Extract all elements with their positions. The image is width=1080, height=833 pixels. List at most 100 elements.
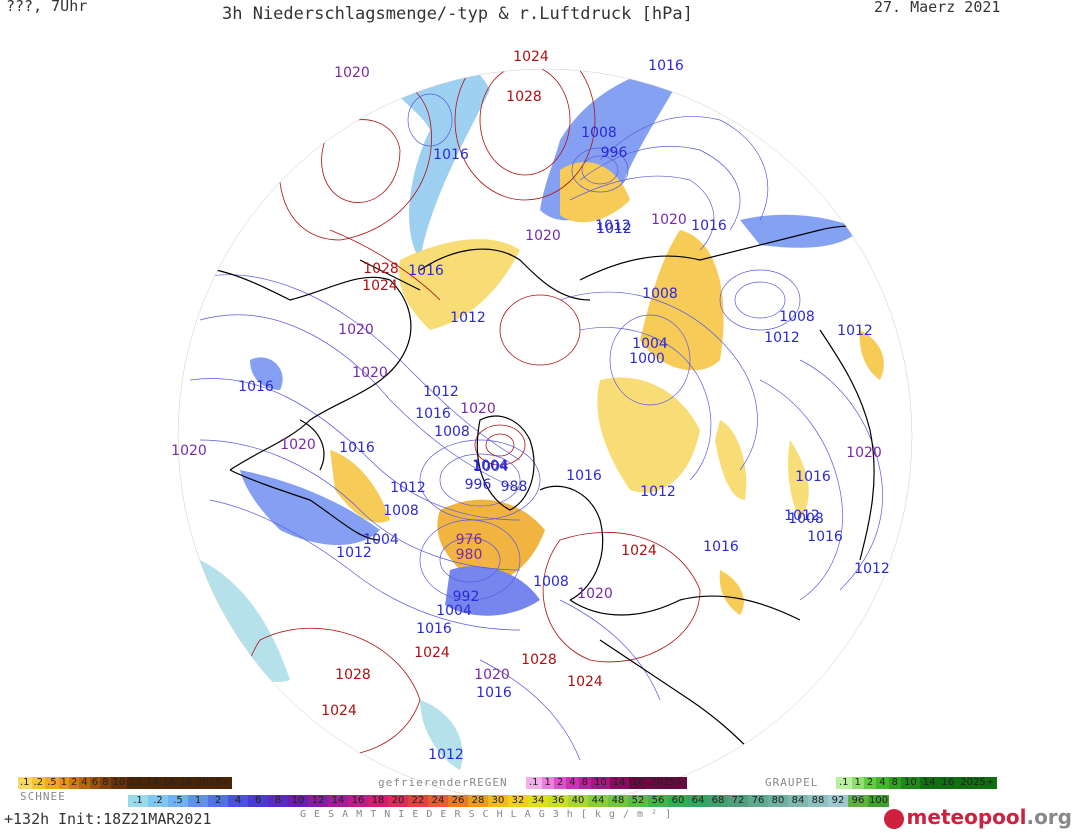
legend-snow-swatch: 18	[177, 777, 195, 789]
isobar-label: 1020	[474, 667, 510, 683]
isobar-label: 1012	[854, 561, 890, 577]
isobar-label: 1004	[363, 532, 399, 548]
isobar-label: 1016	[476, 685, 512, 701]
isobar-label: 1008	[383, 503, 419, 519]
isobar-label: 1016	[408, 263, 444, 279]
brand-name: meteopool	[906, 805, 1027, 829]
isobar-label: 1016	[339, 440, 375, 456]
legend-graupel-swatch: 8	[888, 777, 902, 789]
isobar-label: 1012	[450, 310, 486, 326]
legend-total-swatch: 32	[508, 795, 528, 807]
legend-graupel-swatch: 14	[919, 777, 939, 789]
isobar-labels: 1020102410281016101610089961020101210201…	[171, 49, 890, 763]
legend-snow-swatch: 2025+	[194, 777, 233, 789]
legend-total-swatch: 34	[528, 795, 548, 807]
isobar-label: 1008	[533, 574, 569, 590]
legend-total-swatch: 10	[288, 795, 308, 807]
legend-total-swatch: .1	[128, 795, 148, 807]
legend-snow-scale: .1.2.5 1 2 4 6 8 10 12 14 16 18 2025+	[18, 777, 233, 789]
legend-total-swatch: 26	[448, 795, 468, 807]
legend-snow-swatch: 1	[58, 777, 70, 789]
isobar-label: 1020	[651, 212, 687, 228]
legend-total-swatch: 24	[428, 795, 448, 807]
isobar-label: 1004	[473, 459, 509, 475]
legend-total-swatch: 14	[328, 795, 348, 807]
run-time-label: ???, 7Uhr	[6, 0, 88, 15]
isobar-label: 1012	[784, 508, 820, 524]
legend-total-swatch: 52	[628, 795, 648, 807]
legend-freezing-rain-scale: .1 1 2 4 8 10 14 16 2025+	[526, 777, 688, 789]
isobar-label: 1008	[581, 125, 617, 141]
isobar-label: 1016	[807, 529, 843, 545]
isobar-label: 1012	[595, 218, 631, 234]
legend-total-swatch: 76	[748, 795, 768, 807]
legend-total-swatch: 16	[348, 795, 368, 807]
legend-graupel-swatch: 2025+	[957, 777, 998, 789]
isobar-label: 976	[456, 532, 483, 548]
isobar-label: 1012	[640, 484, 676, 500]
isobar-label: 1016	[416, 621, 452, 637]
legend-snow-swatch: 8	[100, 777, 111, 789]
legend-total-swatch: 8	[268, 795, 288, 807]
legend-total-swatch: 84	[788, 795, 808, 807]
isobar-label: 988	[501, 479, 528, 495]
legend-total-swatch: 12	[308, 795, 328, 807]
legend-total-swatch: 28	[468, 795, 488, 807]
legend-total-swatch: 4	[228, 795, 248, 807]
isobar-label: 1024	[362, 278, 398, 294]
isobar-label: 1020	[280, 437, 316, 453]
isobar-label: 1008	[434, 424, 470, 440]
legend-graupel-swatch: 1	[851, 777, 864, 789]
legend-total-title: G E S A M T N I E D E R S C H L A G 3 h …	[300, 809, 673, 820]
legend-total-swatch: 88	[808, 795, 828, 807]
isobar-label: 1020	[846, 445, 882, 461]
isobar-label: 1028	[506, 89, 542, 105]
isobar-label: 1016	[691, 218, 727, 234]
legend-total-swatch: .2	[148, 795, 168, 807]
legend-total-swatch: 20	[388, 795, 408, 807]
legend-total-swatch: 40	[568, 795, 588, 807]
isobar-label: 1020	[171, 443, 207, 459]
isobar-label: 1016	[415, 406, 451, 422]
isobar-label: 1012	[596, 221, 632, 237]
legend-total-swatch: 18	[368, 795, 388, 807]
isobar-label: 1024	[621, 543, 657, 559]
legend-total-swatch: 80	[768, 795, 788, 807]
legend-total-swatch: 72	[728, 795, 748, 807]
legend-total-swatch: 100	[868, 795, 890, 807]
isobar-label: 996	[465, 477, 492, 493]
isobar-label: 1004	[472, 458, 508, 474]
legend-snow-swatch: 14	[143, 777, 161, 789]
legend-total-swatch: 6	[248, 795, 268, 807]
coastlines	[178, 225, 911, 761]
isobar-label: 1020	[577, 586, 613, 602]
legend-snow-swatch: .5	[45, 777, 59, 789]
isobar-label: 1028	[363, 261, 399, 277]
legend-snow-swatch: 16	[160, 777, 178, 789]
isobar-label: 1016	[566, 468, 602, 484]
isobar-label: 992	[453, 589, 480, 605]
isobars-low	[189, 93, 883, 761]
isobar-label: 1028	[335, 667, 371, 683]
isobar-label: 1012	[764, 330, 800, 346]
isobar-label: 1008	[642, 286, 678, 302]
legend-snow-swatch: 2	[69, 777, 80, 789]
legend-freezing_rain-swatch: .1	[526, 777, 542, 789]
legend-graupel-scale: .1 1 2 4 8 10 14 16 2025+	[836, 777, 998, 789]
legend-total-swatch: 36	[548, 795, 568, 807]
legend-freezing_rain-swatch: 14	[609, 777, 629, 789]
legend-snow-swatch: 12	[127, 777, 144, 789]
legend-freezing_rain-swatch: 4	[566, 777, 579, 789]
isobar-label: 1020	[352, 365, 388, 381]
legend-total-swatch: 96	[848, 795, 868, 807]
legend-graupel-swatch: 16	[938, 777, 958, 789]
isobar-label: 1024	[513, 49, 549, 65]
legend-total-swatch: 48	[608, 795, 628, 807]
legend-freezing_rain-swatch: 1	[541, 777, 554, 789]
isobar-label: 1024	[414, 645, 450, 661]
isobar-label: 1000	[629, 351, 665, 367]
legend-snow-swatch: 10	[110, 777, 128, 789]
isobar-label: 1020	[525, 228, 561, 244]
legend-snow-swatch: 4	[79, 777, 90, 789]
